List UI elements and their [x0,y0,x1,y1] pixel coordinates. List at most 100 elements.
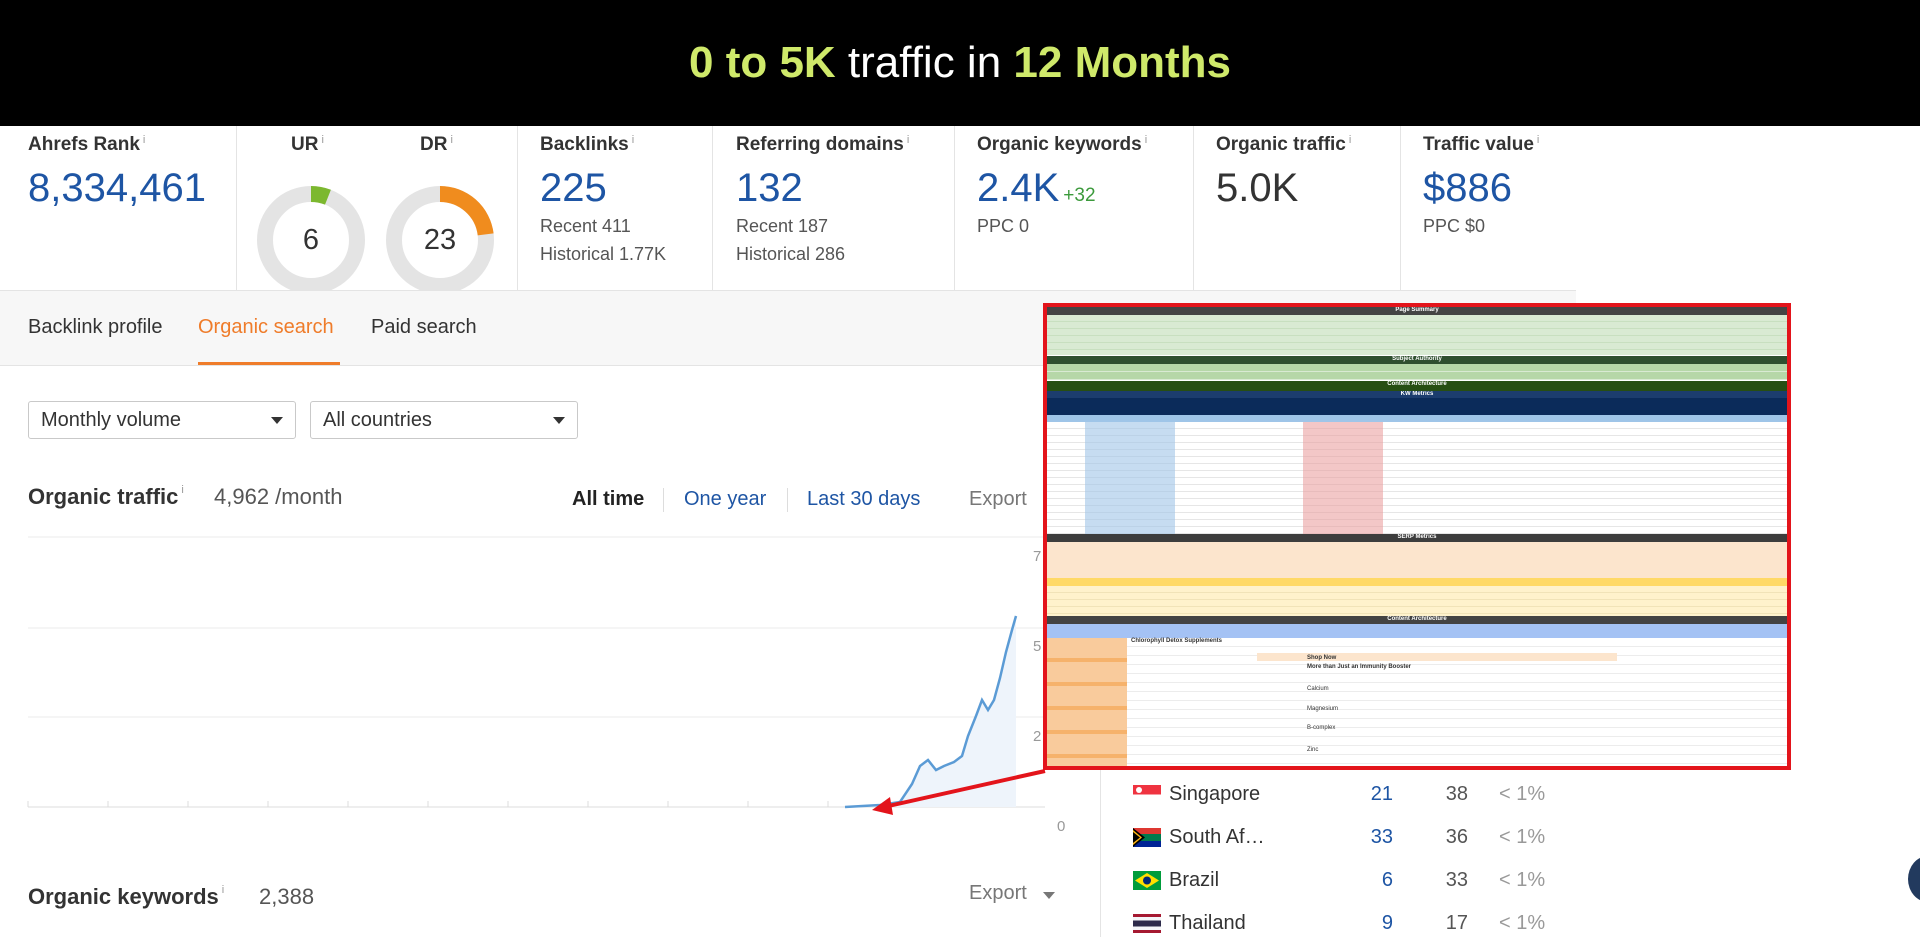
cta-row [1257,653,1617,661]
country-name: Singapore [1169,783,1261,805]
countries-select[interactable]: All countries [310,401,578,439]
divider [1400,126,1401,290]
active-tab-indicator [198,362,340,365]
content-heading-h1: Chlorophyll Detox Supplements [1131,638,1223,644]
organic-keywords-count: 2,388 [259,884,315,909]
sheet-header-subject-authority: Subject Authority [1047,356,1787,364]
dr-label: DR [420,134,448,155]
info-icon[interactable]: i [450,134,453,146]
info-icon[interactable]: i [906,134,910,146]
singapore-flag-icon [1133,785,1161,804]
caret-down-icon [553,416,565,424]
info-icon[interactable]: i [321,134,324,146]
content-heading-h2: More than Just an Immunity Booster [1307,664,1412,670]
divider [236,126,237,290]
serp-suggested-header [1047,578,1787,586]
ahrefs-rank-value[interactable]: 8,334,461 [28,166,206,210]
backlinks-label: Backlinks [540,134,629,155]
headline-part-3: 12 Months [1013,38,1231,87]
x-axis-ticks [27,801,989,807]
export-keywords-label: Export [969,882,1027,904]
info-icon[interactable]: i [631,134,635,146]
range-one-year[interactable]: One year [684,488,767,510]
south-africa-flag-icon [1133,828,1161,847]
traffic-value-value[interactable]: $886 [1423,166,1512,210]
referring-domains-value[interactable]: 132 [736,166,803,210]
organic-traffic-monthly: 4,962 /month [214,484,343,509]
content-heading-cta: Shop Now [1307,655,1337,661]
serp-benchmark-block [1047,542,1787,578]
backlinks-value[interactable]: 225 [540,166,607,210]
tab-paid-search[interactable]: Paid search [371,316,477,338]
referring-domains-label: Referring domains [736,134,904,155]
info-icon[interactable]: i [221,884,225,896]
divider [1193,126,1194,290]
ur-gauge: 6 [255,184,367,296]
country-row[interactable]: Thailand 9 17 < 1% [1133,908,1553,942]
country-row[interactable]: Singapore 21 38 < 1% [1133,779,1553,813]
sheet-header-content-architecture-2: Content Architecture [1047,616,1787,624]
backlinks-recent[interactable]: Recent 411 [540,216,631,236]
organic-keywords-heading-label: Organic keywords [28,884,219,909]
country-share: < 1% [1499,912,1546,934]
country-traffic: 38 [1445,783,1468,805]
traffic-area [845,616,1016,807]
info-icon[interactable]: i [181,484,184,496]
ur-label: UR [291,134,319,155]
divider [663,488,664,512]
traffic-chart [27,536,1045,809]
volume-column [1303,422,1383,534]
content-heading-magnesium: Magnesium [1307,706,1339,712]
volume-select[interactable]: Monthly volume [28,401,296,439]
content-heading-b-complex: B-complex [1307,725,1336,731]
export-traffic-button[interactable]: Export [969,488,1027,510]
info-icon[interactable]: i [142,134,146,146]
ahrefs-rank-label: Ahrefs Rank [28,134,140,155]
subject-authority-rows [1047,364,1787,380]
country-name: Brazil [1169,869,1220,891]
annotation-arrow [872,769,1046,815]
range-last-30-days[interactable]: Last 30 days [807,488,921,510]
range-all-time[interactable]: All time [572,488,645,510]
kw-table-header [1047,415,1787,422]
organic-keywords-ppc[interactable]: PPC 0 [977,216,1030,236]
country-keywords[interactable]: 6 [1381,869,1393,891]
divider [712,126,713,290]
chat-launcher-button[interactable] [1908,856,1920,902]
y-tick-label: 5 [1033,638,1042,655]
sheet-header-serp-metrics: SERP Metrics [1047,534,1787,542]
info-icon[interactable]: i [1348,134,1352,146]
backlinks-historical[interactable]: Historical 1.77K [540,244,667,264]
content-heading-zinc: Zinc [1307,747,1319,753]
traffic-value-ppc: PPC $0 [1423,216,1486,236]
traffic-line [844,615,1018,809]
organic-traffic-heading: Organic traffic i [28,484,184,510]
intent-column [1085,422,1175,534]
info-icon[interactable]: i [1536,134,1540,146]
organic-keywords-delta: +32 [1063,185,1096,206]
country-traffic: 17 [1445,912,1468,934]
country-keywords[interactable]: 33 [1370,826,1393,848]
divider [787,488,788,512]
info-icon[interactable]: i [1144,134,1148,146]
serp-metric-rows [1047,586,1787,616]
referring-domains-historical[interactable]: Historical 286 [736,244,846,264]
tab-backlink-profile[interactable]: Backlink profile [28,316,163,338]
country-row[interactable]: South Af… 33 36 < 1% [1133,822,1553,856]
referring-domains-recent[interactable]: Recent 187 [736,216,829,236]
organic-traffic-value: 5.0K [1216,166,1299,210]
headline-part-2: traffic in [835,38,1014,87]
headline-banner: 0 to 5K traffic in 12 Months [0,0,1920,126]
divider [954,126,955,290]
country-keywords[interactable]: 21 [1370,783,1393,805]
organic-keywords-value[interactable]: 2.4K [977,166,1060,210]
tab-organic-search[interactable]: Organic search [198,316,334,338]
country-row[interactable]: Brazil 6 33 < 1% [1133,865,1553,899]
country-share: < 1% [1499,826,1546,848]
visibility-rows [1047,398,1787,415]
dr-value: 23 [423,223,457,256]
country-keywords[interactable]: 9 [1381,912,1393,934]
brazil-flag-icon [1133,871,1161,890]
sheet-header-kw-metrics: KW Metrics [1047,391,1787,398]
export-keywords-button[interactable]: Export [969,882,1027,905]
